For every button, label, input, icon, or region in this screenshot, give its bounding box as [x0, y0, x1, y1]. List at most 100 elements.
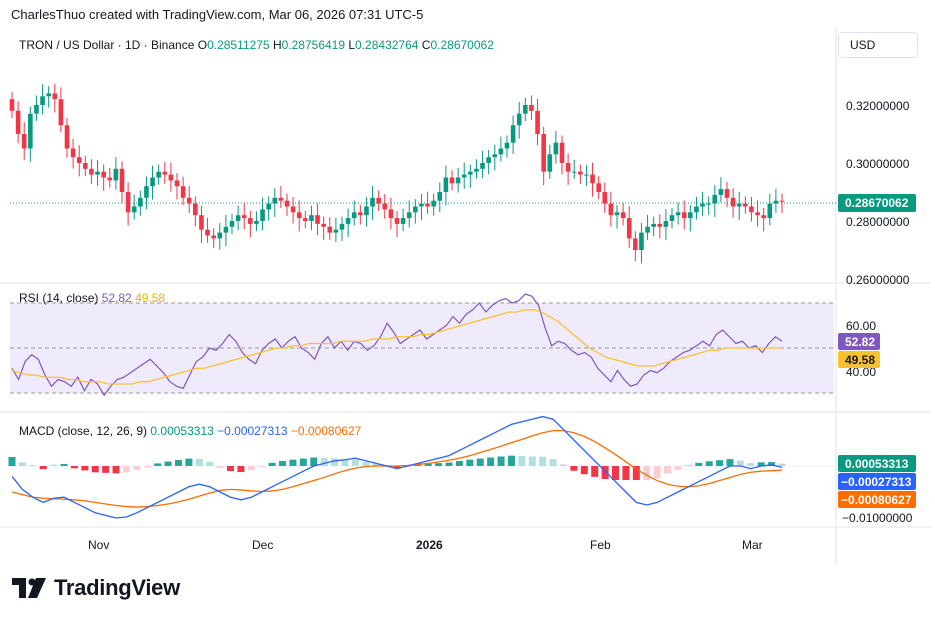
candle-body: [266, 203, 271, 210]
candle-body: [639, 232, 644, 250]
candle-body: [309, 215, 314, 221]
candle-body: [138, 197, 143, 207]
candle-body: [578, 171, 583, 175]
candle-body: [278, 197, 284, 201]
rsi-ma-value: 49.58: [135, 291, 166, 305]
macd-histogram-bar: [643, 466, 651, 480]
macd-legend[interactable]: MACD (close, 12, 26, 9) 0.00053313 −0.00…: [19, 424, 361, 438]
time-tick-mar: Mar: [742, 538, 763, 552]
macd-histogram-bar: [195, 458, 203, 466]
candle-body: [779, 200, 785, 202]
macd-histogram-bar: [320, 457, 328, 466]
candle-body: [669, 215, 675, 221]
candle-body: [193, 203, 198, 216]
symbol-title: TRON / US Dollar · 1D · Binance: [19, 38, 195, 52]
macd-histogram-bar: [206, 461, 214, 466]
chart-canvas[interactable]: 0.32000000 0.30000000 0.28000000 0.26000…: [0, 28, 931, 564]
macd-histogram-bar: [216, 466, 224, 468]
candle-body: [559, 142, 565, 163]
rsi-value-tag: 52.82: [845, 335, 875, 349]
tradingview-logo[interactable]: TradingView: [12, 575, 180, 601]
candle-body: [431, 200, 436, 207]
macd-histogram-bar: [112, 466, 120, 474]
macd-histogram-bar: [570, 466, 578, 471]
candle-body: [406, 212, 412, 219]
candle-body: [455, 177, 461, 184]
price-tick-2: 0.28000000: [846, 215, 910, 229]
candle-body: [58, 99, 64, 126]
candle-body: [180, 186, 186, 198]
candle-body: [681, 212, 687, 219]
rsi-title: RSI (14, close): [19, 291, 99, 305]
candle-body: [602, 192, 608, 204]
candle-body: [449, 177, 455, 184]
macd-histogram-bar: [487, 457, 495, 466]
macd-histogram-bar: [632, 466, 640, 480]
candle-body: [510, 125, 516, 143]
macd-histogram-bar: [18, 462, 26, 466]
macd-tick-neg: −0.01000000: [842, 511, 913, 525]
macd-histogram-bar: [601, 466, 609, 479]
macd-histogram-bar: [164, 461, 172, 466]
candle-body: [168, 174, 174, 181]
macd-histogram-bar: [143, 466, 151, 468]
candle-body: [46, 93, 51, 97]
candle-body: [498, 148, 504, 155]
candle-body: [107, 177, 113, 181]
candle-body: [125, 192, 131, 213]
last-price-tag-bg: [838, 194, 916, 212]
candle-body: [394, 218, 400, 224]
macd-line-value: −0.00027313: [217, 424, 288, 438]
candle-body: [541, 134, 546, 172]
macd-histogram-bar: [539, 456, 547, 466]
macd-histogram-bar: [622, 466, 630, 480]
macd-histogram-bar: [39, 466, 47, 470]
macd-histogram-bar: [705, 461, 713, 466]
macd-histogram-bar: [393, 466, 401, 469]
macd-histogram-bar: [580, 466, 588, 475]
main-legend[interactable]: TRON / US Dollar · 1D · Binance O0.28511…: [19, 38, 494, 52]
candle-body: [370, 197, 375, 207]
candle-body: [119, 168, 125, 192]
open-value: 0.28511275: [207, 38, 270, 52]
macd-histogram-bar: [726, 459, 734, 466]
rsi-tick-60: 60.00: [846, 319, 876, 333]
candle-body: [651, 223, 656, 227]
macd-histogram-bar: [50, 464, 58, 466]
macd-histogram-bar: [70, 466, 78, 469]
macd-histogram-bar: [81, 466, 89, 471]
macd-histogram-bar: [122, 466, 130, 473]
rsi-ma-tag-bg: [838, 351, 880, 368]
macd-histogram-bar: [549, 459, 557, 466]
candle-body: [76, 157, 82, 163]
macd-histogram-bar: [341, 459, 349, 466]
currency-button[interactable]: USD: [838, 32, 918, 58]
candle-body: [492, 154, 498, 158]
candle-body: [614, 212, 620, 216]
open-label: O: [197, 38, 208, 52]
candle-body: [156, 171, 161, 178]
rsi-legend[interactable]: RSI (14, close) 52.82 49.58: [19, 291, 165, 305]
macd-histogram-bar: [279, 461, 287, 466]
candle-body: [504, 142, 510, 149]
macd-line-tag-bg: [838, 473, 916, 490]
candle-body: [95, 171, 100, 175]
candle-body: [52, 93, 58, 100]
candle-body: [315, 215, 320, 224]
rsi-tick-40: 40.00: [846, 365, 876, 379]
macd-histogram-bar: [757, 462, 765, 466]
candle-body: [584, 174, 589, 176]
macd-histogram-bar: [507, 455, 515, 466]
candle-body: [755, 212, 760, 216]
macd-histogram-bar: [414, 464, 422, 466]
candle-body: [645, 226, 650, 233]
macd-histogram-bar: [424, 463, 432, 466]
candle-body: [620, 212, 626, 219]
candle-body: [608, 203, 614, 216]
candle-body: [174, 180, 180, 187]
macd-histogram-bar: [445, 462, 453, 466]
macd-histogram-bar: [331, 458, 339, 466]
macd-histogram-bar: [372, 463, 380, 466]
candle-body: [113, 168, 119, 181]
candle-body: [724, 189, 730, 198]
